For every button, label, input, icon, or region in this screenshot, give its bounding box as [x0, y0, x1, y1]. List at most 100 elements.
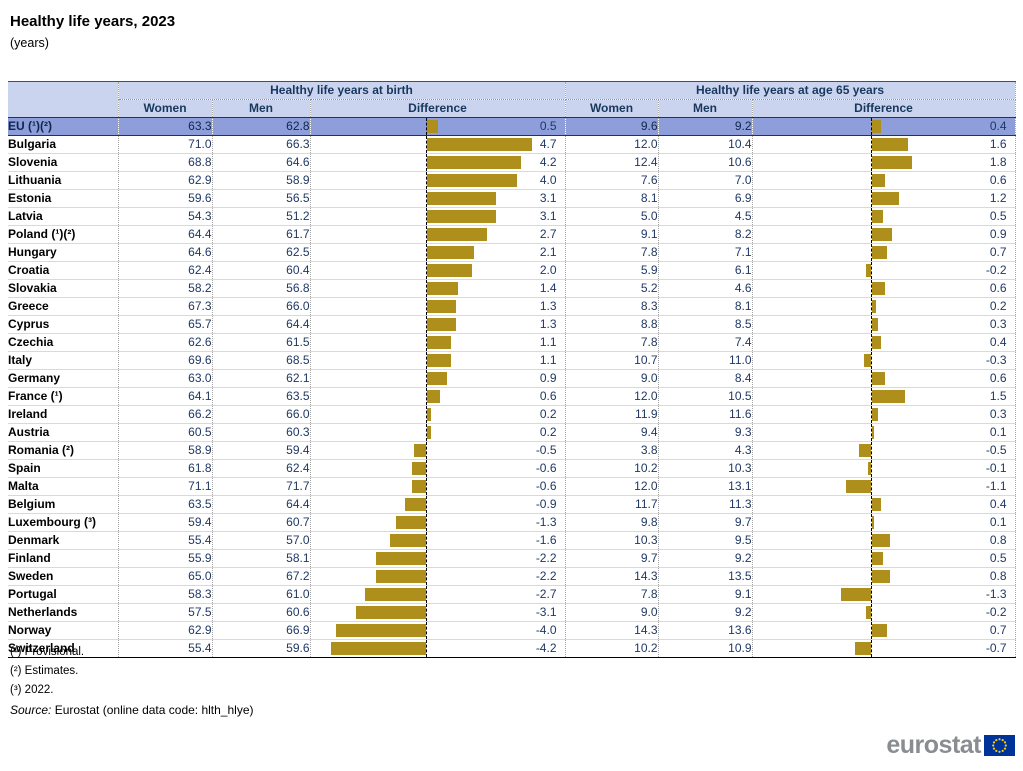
value-cell: 63.5	[212, 387, 311, 406]
value-cell: 65.0	[118, 567, 213, 586]
table-row: Hungary 64.6 62.5 2.1 7.8 7.1 0.7	[8, 243, 1016, 262]
table-row: Spain 61.8 62.4 -0.6 10.2 10.3 -0.1	[8, 459, 1016, 478]
chart-unit-label: (years)	[10, 36, 49, 50]
zero-axis-line	[870, 478, 872, 495]
difference-cell: 3.1	[310, 207, 566, 226]
difference-cell: -0.1	[752, 459, 1016, 478]
value-cell: 7.8	[565, 585, 659, 604]
value-cell: 61.7	[212, 225, 311, 244]
country-name: Bulgaria	[8, 135, 119, 154]
difference-value: 2.0	[539, 263, 557, 277]
difference-value: 0.6	[989, 281, 1007, 295]
difference-cell: -0.2	[752, 603, 1016, 622]
footnote-1: (¹) Provisional.	[10, 646, 85, 658]
zero-axis-line	[870, 406, 872, 423]
zero-axis-line	[870, 136, 872, 153]
value-cell: 7.8	[565, 243, 659, 262]
table-row: Slovenia 68.8 64.6 4.2 12.4 10.6 1.8	[8, 153, 1016, 172]
difference-bar	[426, 192, 497, 205]
difference-bar	[871, 624, 888, 637]
difference-value: 4.2	[539, 155, 557, 169]
value-cell: 8.8	[565, 315, 659, 334]
value-cell: 10.6	[658, 153, 753, 172]
difference-value: 0.5	[539, 119, 557, 133]
difference-value: -4.0	[535, 623, 557, 637]
value-cell: 13.5	[658, 567, 753, 586]
group-header-row: Healthy life years at birth Healthy life…	[8, 81, 1016, 118]
zero-axis-line	[425, 514, 427, 531]
difference-bar	[405, 498, 426, 511]
difference-value: 0.5	[989, 551, 1007, 565]
value-cell: 9.8	[565, 513, 659, 532]
zero-axis-line	[425, 172, 427, 189]
difference-bar	[854, 642, 871, 655]
difference-cell: 4.0	[310, 171, 566, 190]
zero-axis-line	[425, 478, 427, 495]
country-name: Latvia	[8, 207, 119, 226]
eu-flag-stars	[992, 737, 1007, 753]
value-cell: 9.7	[658, 513, 753, 532]
difference-value: -0.6	[535, 461, 557, 475]
difference-cell: 2.0	[310, 261, 566, 280]
value-cell: 64.4	[212, 495, 311, 514]
difference-bar	[426, 336, 452, 349]
zero-axis-line	[870, 532, 872, 549]
zero-axis-line	[425, 280, 427, 297]
difference-value: -0.9	[535, 497, 557, 511]
difference-value: 2.1	[539, 245, 557, 259]
country-name: Hungary	[8, 243, 119, 262]
country-name: Norway	[8, 621, 119, 640]
country-name: Slovakia	[8, 279, 119, 298]
difference-bar	[871, 120, 881, 133]
value-cell: 55.4	[118, 639, 213, 658]
value-cell: 9.1	[565, 225, 659, 244]
difference-cell: -4.2	[310, 639, 566, 658]
difference-value: 3.1	[539, 191, 557, 205]
difference-bar	[871, 210, 883, 223]
value-cell: 66.9	[212, 621, 311, 640]
zero-axis-line	[425, 586, 427, 603]
group-header-birth: Healthy life years at birth	[118, 81, 566, 100]
difference-bar	[871, 336, 881, 349]
difference-bar	[426, 156, 521, 169]
difference-cell: 0.2	[310, 405, 566, 424]
value-cell: 60.6	[212, 603, 311, 622]
difference-cell: 1.1	[310, 333, 566, 352]
zero-axis-line	[425, 568, 427, 585]
country-name: Italy	[8, 351, 119, 370]
difference-bar	[871, 552, 883, 565]
country-name: Belgium	[8, 495, 119, 514]
value-cell: 68.8	[118, 153, 213, 172]
value-cell: 11.9	[565, 405, 659, 424]
difference-bar	[871, 372, 885, 385]
difference-value: 1.3	[539, 299, 557, 313]
difference-cell: -2.7	[310, 585, 566, 604]
zero-axis-line	[870, 442, 872, 459]
country-name: Spain	[8, 459, 119, 478]
difference-bar	[871, 156, 912, 169]
value-cell: 61.5	[212, 333, 311, 352]
table-body: EU (¹)(²) 63.3 62.8 0.5 9.6 9.2 0.4 Bulgaria 71.…	[8, 117, 1016, 658]
value-cell: 10.4	[658, 135, 753, 154]
value-cell: 9.1	[658, 585, 753, 604]
zero-axis-line	[870, 208, 872, 225]
value-cell: 71.0	[118, 135, 213, 154]
value-cell: 58.9	[118, 441, 213, 460]
value-cell: 62.1	[212, 369, 311, 388]
table-row: France (¹) 64.1 63.5 0.6 12.0 10.5 1.5	[8, 387, 1016, 406]
difference-bar	[376, 570, 426, 583]
col-header-women-age65: Women	[565, 99, 659, 118]
zero-axis-line	[425, 640, 427, 657]
difference-value: -1.1	[985, 479, 1007, 493]
group-header-age65: Healthy life years at age 65 years	[565, 81, 1016, 100]
difference-value: 3.1	[539, 209, 557, 223]
value-cell: 7.6	[565, 171, 659, 190]
value-cell: 7.4	[658, 333, 753, 352]
difference-cell: -2.2	[310, 549, 566, 568]
value-cell: 5.9	[565, 261, 659, 280]
difference-value: 0.2	[539, 407, 557, 421]
difference-bar	[871, 534, 890, 547]
value-cell: 60.7	[212, 513, 311, 532]
difference-bar	[866, 606, 871, 619]
